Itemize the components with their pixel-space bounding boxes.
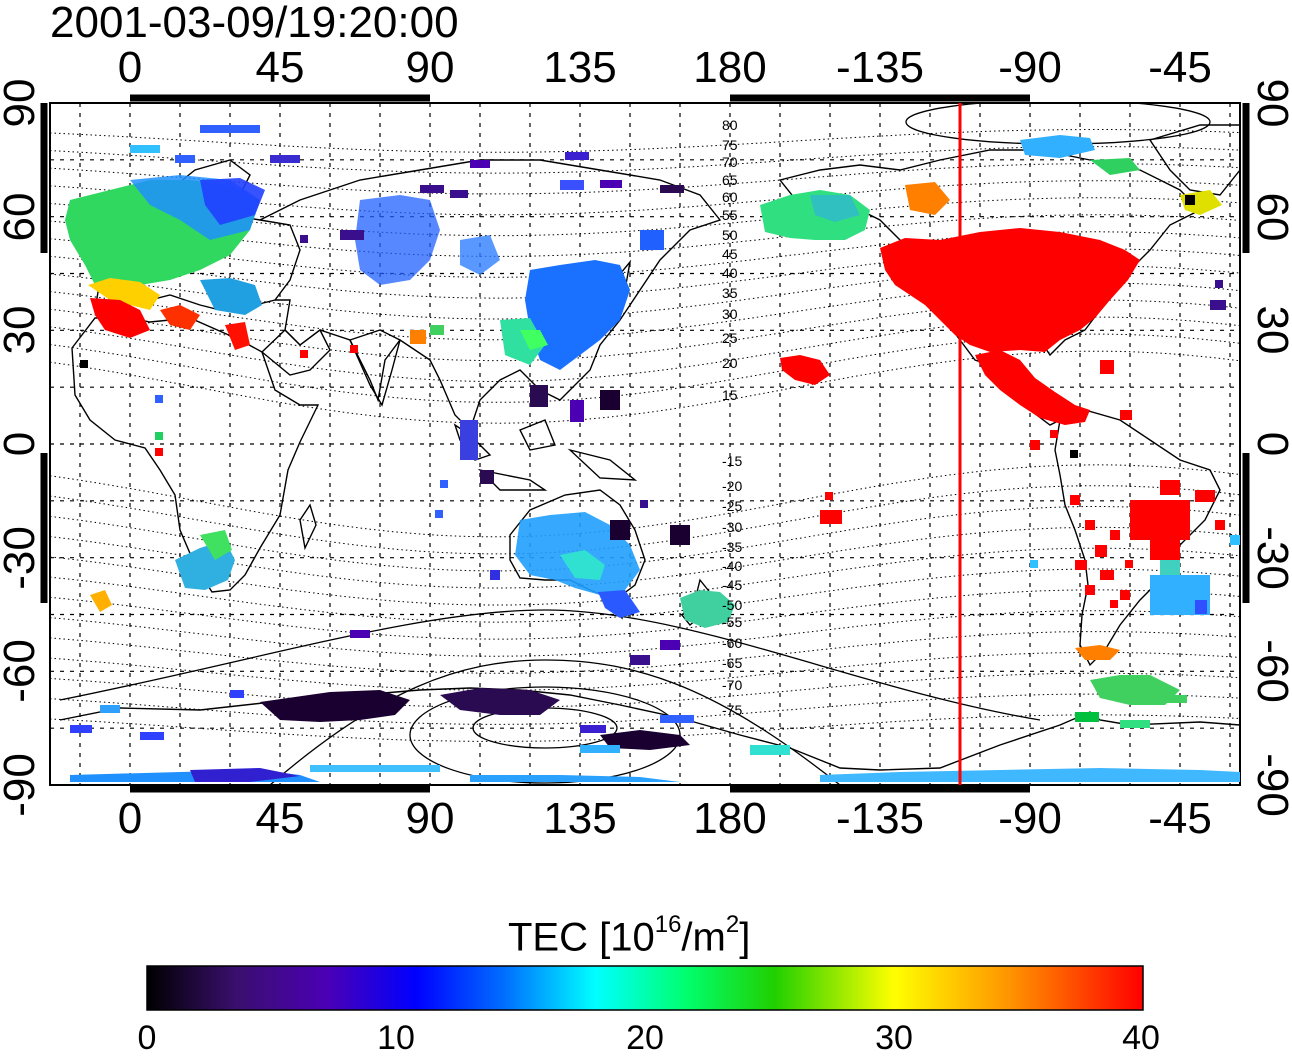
contour-label: 70 bbox=[722, 154, 738, 170]
tec-north-america bbox=[880, 228, 1140, 352]
latitude-tick-left: 90 bbox=[0, 78, 44, 128]
contour-label: -15 bbox=[722, 453, 742, 469]
tec-south-america bbox=[1020, 360, 1225, 608]
longitude-tick-bot: 45 bbox=[255, 794, 305, 843]
tec-east-asia bbox=[525, 260, 630, 370]
colorbar-tick-40: 40 bbox=[1122, 1019, 1160, 1057]
longitude-tick-top: -135 bbox=[835, 43, 925, 92]
longitude-tick-bot: -45 bbox=[1148, 794, 1212, 843]
longitude-tick-bot: -135 bbox=[835, 794, 925, 843]
contour-label: 15 bbox=[722, 387, 738, 403]
longitude-tick-top: 180 bbox=[693, 43, 767, 92]
contour-label: 35 bbox=[722, 285, 738, 301]
contour-label: -25 bbox=[722, 498, 742, 514]
magnetic-latitude-contour bbox=[50, 146, 1240, 174]
contour-label: 55 bbox=[722, 207, 738, 223]
magnetic-latitude-contour bbox=[50, 129, 1240, 153]
contour-label: 20 bbox=[722, 355, 738, 371]
magnetic-latitude-contour bbox=[50, 333, 1240, 403]
longitude-tick-bot: 0 bbox=[117, 794, 143, 843]
tec-hawaii bbox=[780, 355, 830, 385]
magnetic-latitude-contour bbox=[50, 693, 1240, 725]
contour-label: 80 bbox=[722, 117, 738, 133]
longitude-tick-top: 90 bbox=[405, 43, 455, 92]
frame-ticks bbox=[40, 94, 1250, 793]
contour-label: -20 bbox=[722, 478, 742, 494]
contour-label: -55 bbox=[722, 614, 742, 630]
colorbar-tick-30: 30 bbox=[875, 1019, 913, 1057]
latitude-tick-left: 30 bbox=[0, 305, 44, 355]
latitude-tick-left: 60 bbox=[0, 192, 44, 242]
colorbar-title-unit-exponent: 2 bbox=[725, 911, 740, 938]
longitude-tick-top: 45 bbox=[255, 43, 305, 92]
colorbar-tick-0: 0 bbox=[137, 1019, 157, 1057]
contour-label: -70 bbox=[722, 677, 742, 693]
magnetic-latitude-contour bbox=[50, 299, 1240, 362]
tec-iberia bbox=[88, 278, 160, 310]
tec-north-africa bbox=[90, 298, 150, 338]
latitude-tick-right: -30 bbox=[1248, 525, 1292, 590]
longitude-tick-top: 0 bbox=[117, 43, 143, 92]
magnetic-latitude-contour bbox=[50, 610, 1240, 657]
contour-label: 75 bbox=[722, 137, 738, 153]
contour-label: -50 bbox=[722, 597, 742, 613]
contour-label: 60 bbox=[722, 189, 738, 205]
contour-labels: 8075706560555045403530252015-15-20-25-30… bbox=[722, 117, 742, 718]
longitude-tick-top: -45 bbox=[1148, 43, 1212, 92]
tec-antarctic-peninsula bbox=[1090, 675, 1180, 705]
tec-new-zealand bbox=[680, 590, 735, 628]
contour-label: 50 bbox=[722, 227, 738, 243]
tec-data bbox=[65, 125, 1240, 782]
latitude-tick-right: 60 bbox=[1248, 192, 1292, 242]
latitude-tick-left: 0 bbox=[0, 432, 44, 456]
contour-label: -75 bbox=[722, 702, 742, 718]
longitude-tick-bot: 90 bbox=[405, 794, 455, 843]
tec-scatter bbox=[70, 125, 1240, 755]
magnetic-latitude-contour bbox=[50, 651, 1240, 691]
latitude-tick-right: -60 bbox=[1248, 639, 1292, 704]
contour-label: 40 bbox=[722, 265, 738, 281]
latitude-tick-right: 90 bbox=[1248, 78, 1292, 128]
latitude-tick-right: -90 bbox=[1248, 753, 1292, 817]
colorbar-title-unit: /m bbox=[681, 915, 726, 960]
colorbar-title-close: ] bbox=[739, 915, 751, 960]
longitude-tick-top: 135 bbox=[543, 43, 617, 92]
colorbar-title: TEC [1016/m2] bbox=[508, 905, 750, 961]
contour-label: -65 bbox=[722, 655, 742, 671]
contour-label: -60 bbox=[722, 635, 742, 651]
magnetic-latitude-contour bbox=[50, 214, 1240, 257]
timestamp-title: 2001-03-09/19:20:00 bbox=[50, 0, 459, 47]
contour-label: 45 bbox=[722, 246, 738, 262]
colorbar-tick-10: 10 bbox=[377, 1019, 415, 1057]
colorbar bbox=[146, 965, 1144, 1011]
latitude-tick-right: 30 bbox=[1248, 305, 1292, 355]
magnetic-latitude-contour bbox=[50, 714, 1240, 742]
latitude-tick-left: -90 bbox=[0, 753, 44, 817]
contour-label: 25 bbox=[722, 330, 738, 346]
tec-central-america bbox=[975, 350, 1090, 425]
contour-label: 30 bbox=[722, 306, 738, 322]
latitude-tick-left: -30 bbox=[0, 525, 44, 590]
tec-central-asia bbox=[355, 195, 440, 285]
contour-label: 65 bbox=[722, 172, 738, 188]
contour-label: -40 bbox=[722, 558, 742, 574]
latitude-tick-left: -60 bbox=[0, 639, 44, 704]
tec-antarctica bbox=[260, 690, 410, 722]
longitude-tick-bot: 180 bbox=[693, 794, 767, 843]
longitude-tick-bot: 135 bbox=[543, 794, 617, 843]
longitude-tick-top: -90 bbox=[998, 43, 1062, 92]
colorbar-title-exponent: 16 bbox=[654, 911, 682, 938]
colorbar-title-main: TEC [10 bbox=[508, 915, 655, 960]
magnetic-latitude-contour bbox=[50, 526, 1240, 589]
colorbar-tick-20: 20 bbox=[626, 1019, 664, 1057]
contour-label: -45 bbox=[722, 577, 742, 593]
contour-label: -35 bbox=[722, 539, 742, 555]
contour-label: -30 bbox=[722, 519, 742, 535]
magnetic-latitude-contour bbox=[50, 485, 1240, 555]
longitude-tick-bot: -90 bbox=[998, 794, 1062, 843]
magnetic-latitude-contour bbox=[50, 672, 1240, 708]
latitude-tick-right: 0 bbox=[1248, 432, 1292, 456]
